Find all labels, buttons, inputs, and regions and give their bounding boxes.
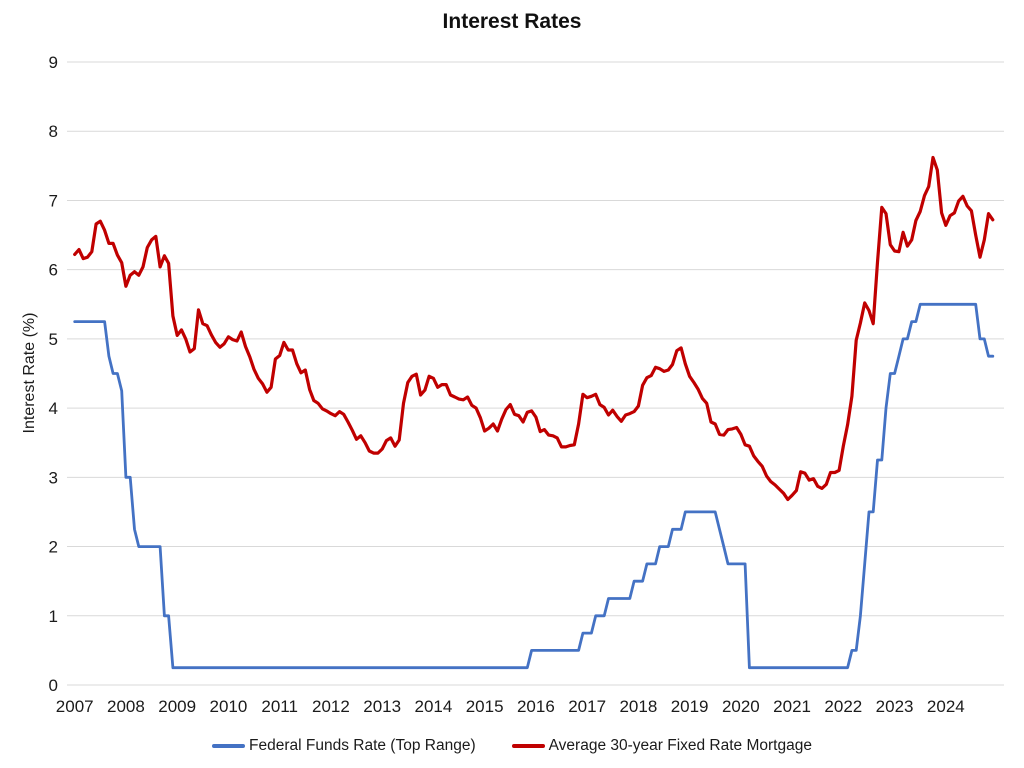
fed-funds-line-swatch [212, 744, 246, 748]
x-tick-label-2011: 2011 [261, 697, 298, 716]
x-tick-label-2022: 2022 [824, 697, 862, 716]
series-line-0 [73, 302, 995, 670]
x-tick-label-2009: 2009 [158, 697, 196, 716]
x-tick-label-2012: 2012 [312, 697, 350, 716]
y-tick-label-9: 9 [49, 53, 58, 72]
x-tick-label-2007: 2007 [56, 697, 94, 716]
x-tick-label-2019: 2019 [671, 697, 709, 716]
y-tick-label-3: 3 [49, 468, 58, 487]
legend-label-fed-funds: Federal Funds Rate (Top Range) [249, 737, 476, 754]
x-tick-label-2015: 2015 [466, 697, 504, 716]
x-tick-label-2021: 2021 [773, 697, 811, 716]
x-tick-label-2010: 2010 [210, 697, 248, 716]
x-tick-label-2013: 2013 [363, 697, 401, 716]
y-tick-label-4: 4 [49, 399, 58, 418]
y-tick-label-8: 8 [49, 122, 58, 141]
mortgage-line-swatch [511, 744, 545, 748]
legend-item-mortgage: Average 30-year Fixed Rate Mortgage [511, 737, 812, 755]
x-tick-label-2020: 2020 [722, 697, 760, 716]
y-tick-label-7: 7 [49, 191, 58, 210]
x-tick-label-2008: 2008 [107, 697, 145, 716]
x-tick-label-2024: 2024 [927, 697, 965, 716]
chart-title: Interest Rates [442, 10, 582, 33]
y-tick-label-6: 6 [49, 261, 58, 280]
legend-label-mortgage: Average 30-year Fixed Rate Mortgage [548, 737, 812, 754]
x-tick-label-2014: 2014 [414, 697, 452, 716]
legend-item-fed-funds: Federal Funds Rate (Top Range) [212, 737, 476, 755]
series-line-1 [73, 155, 995, 502]
y-tick-label-2: 2 [49, 538, 58, 557]
chart-legend: Federal Funds Rate (Top Range) Average 3… [0, 737, 1024, 755]
y-tick-label-5: 5 [49, 330, 58, 349]
x-tick-label-2023: 2023 [876, 697, 914, 716]
x-tick-label-2018: 2018 [619, 697, 657, 716]
x-tick-label-2017: 2017 [568, 697, 606, 716]
x-tick-label-2016: 2016 [517, 697, 555, 716]
y-tick-label-1: 1 [49, 607, 58, 626]
chart-plot-area: 0 1 2 3 4 5 6 7 8 9 2007 2008 2009 2010 2011 2012 2013 20… [49, 53, 1004, 716]
y-tick-label-0: 0 [49, 676, 58, 695]
